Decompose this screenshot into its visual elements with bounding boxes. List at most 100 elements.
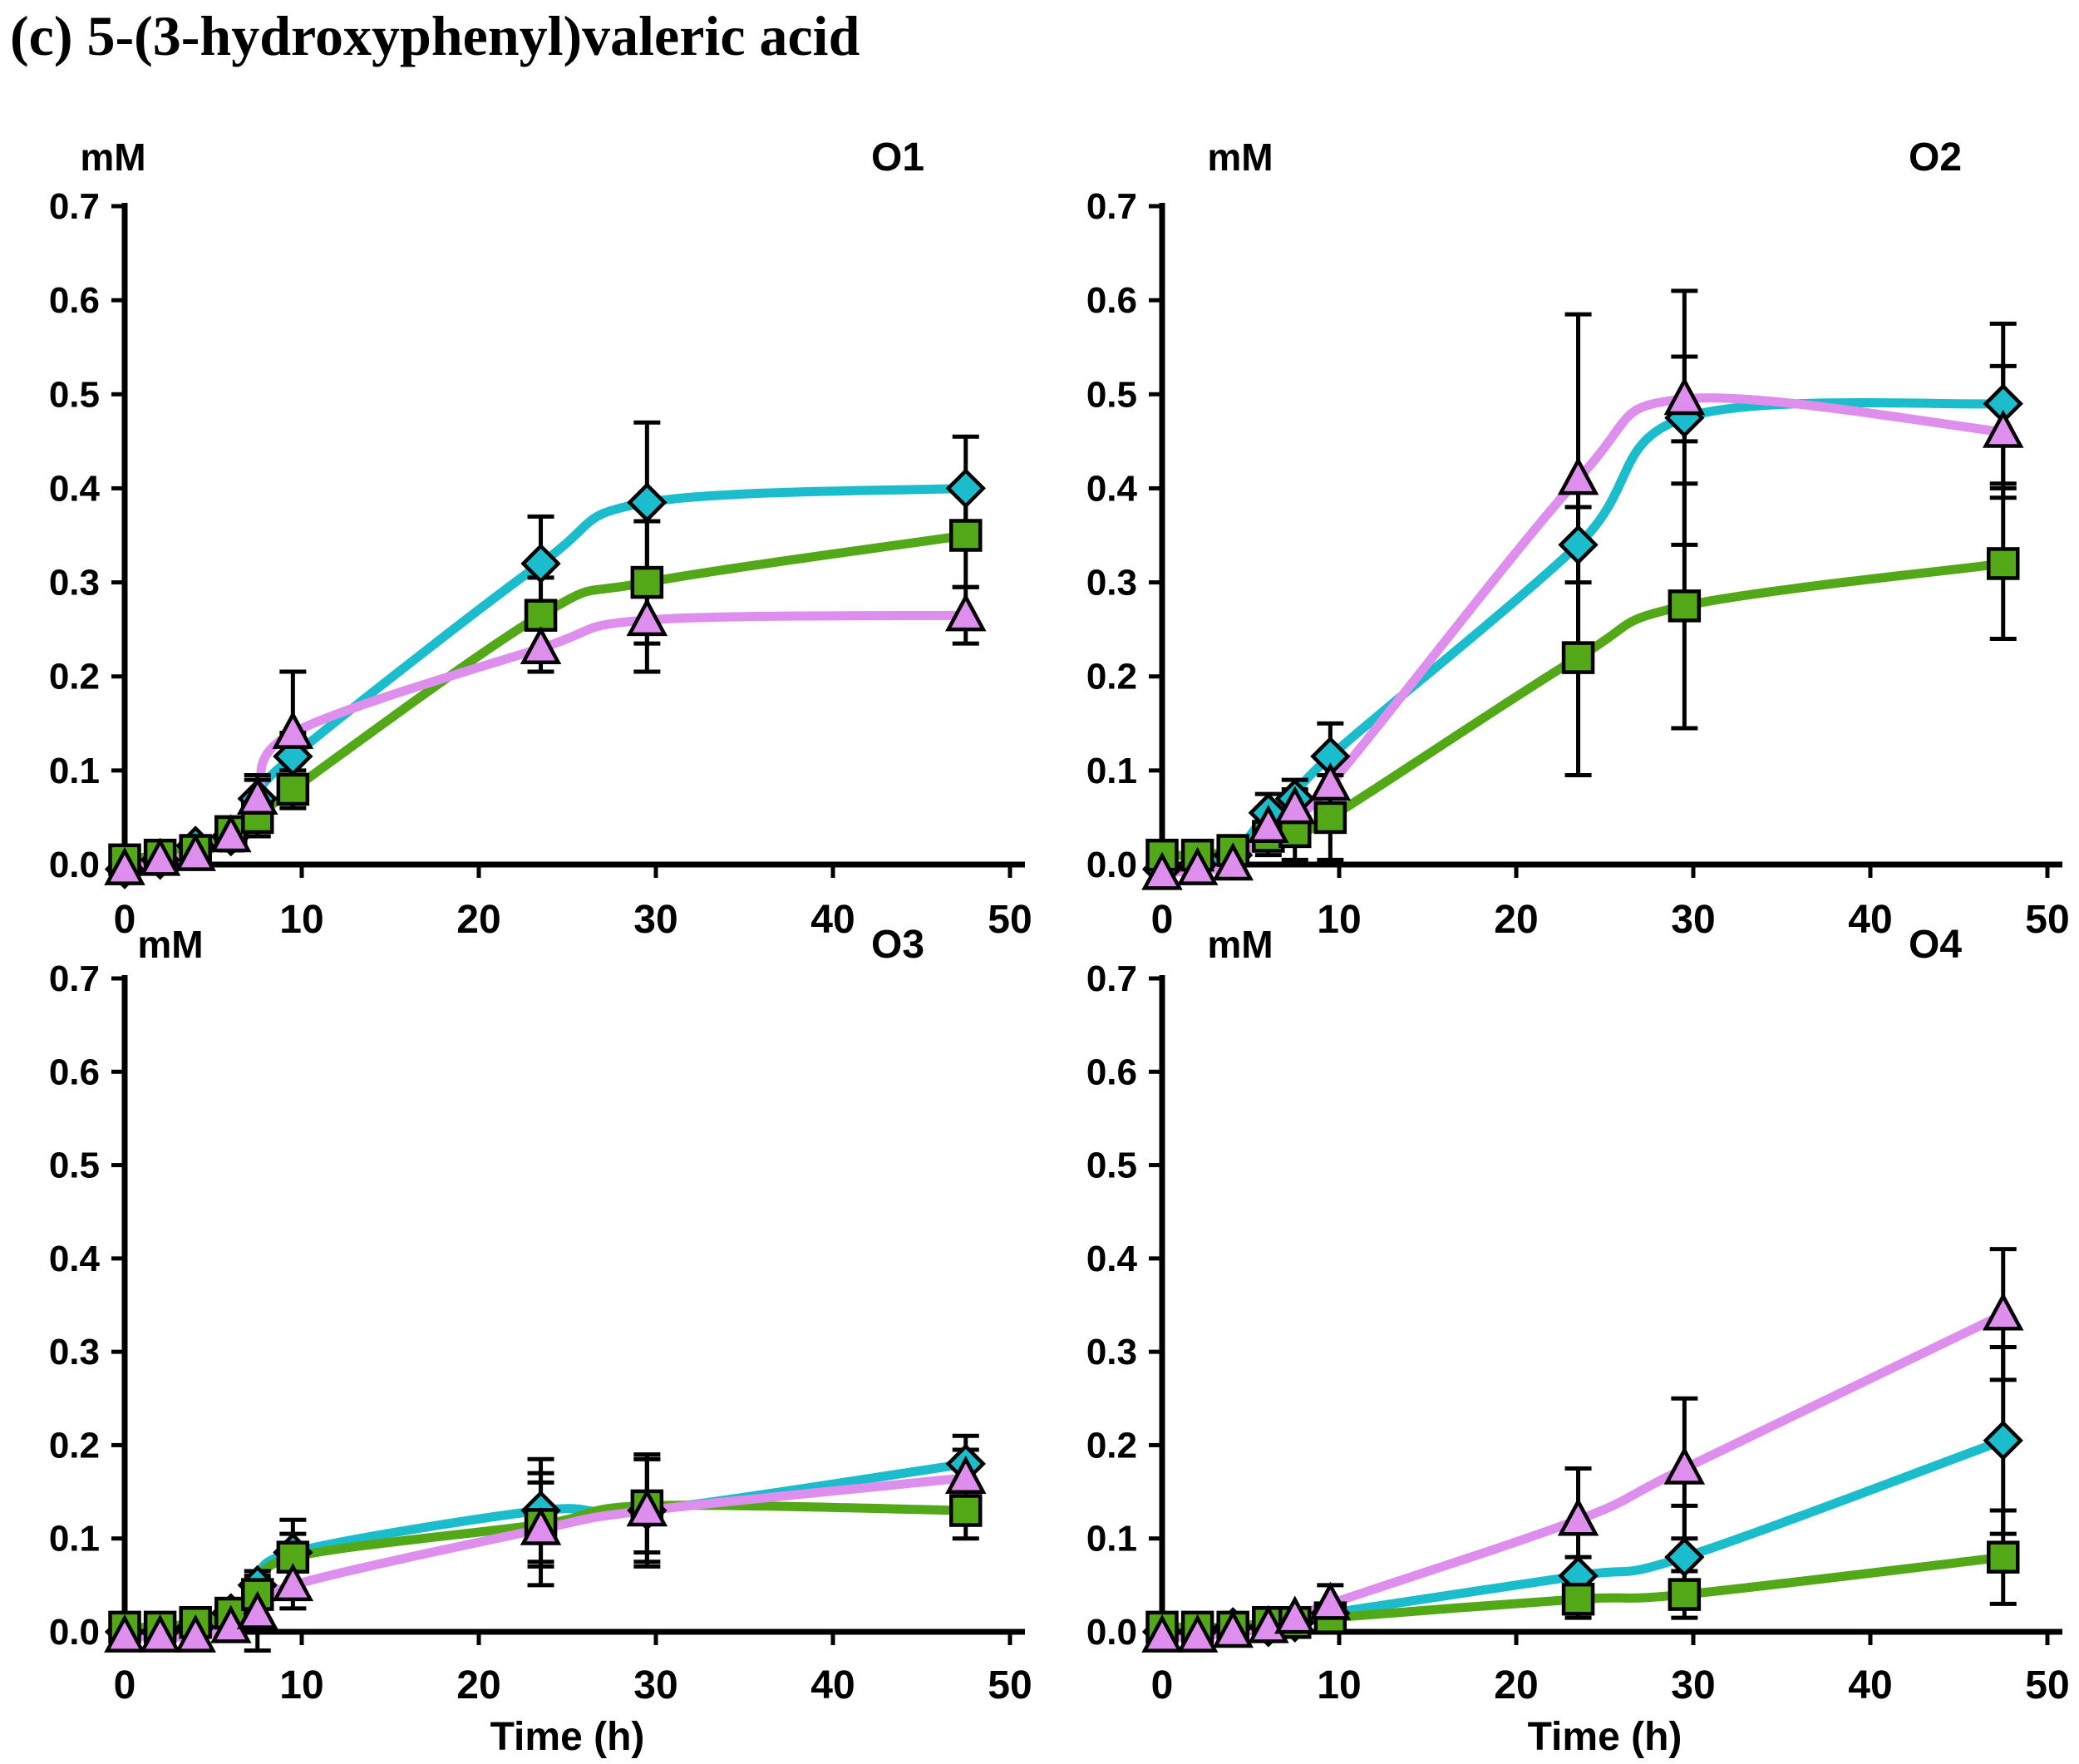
triangle-marker [1212,842,1254,881]
panel-header: mM O2 [1207,136,1962,180]
triangle-marker [1274,1595,1316,1634]
x-tick-label: 0 [1151,1663,1174,1707]
x-axis-title: Time (h) [490,1715,645,1759]
x-tick-label: 0 [114,1663,136,1707]
triangle-marker [1141,1614,1183,1653]
panel-label: O3 [871,923,924,967]
x-tick-label: 40 [1848,1663,1892,1707]
x-tick-label: 30 [633,898,677,942]
chart-panel-O3: mM O3 0.0 0.1 0.2 0.3 0.4 0.5 0.6 0.7 0 10 20 30 40 50 T… [49,923,1032,1759]
triangle-marker [1248,804,1289,843]
series-markers-violet-triangle [1141,1292,2024,1653]
y-axis: 0.0 0.1 0.2 0.3 0.4 0.5 0.6 0.7 [49,186,125,885]
y-tick-label: 0.4 [1086,468,1138,509]
x-axis: 0 10 20 30 40 50 [114,865,1032,942]
x-axis-title: Time (h) [1528,1715,1682,1759]
y-tick-label: 0.2 [1086,657,1137,697]
triangle-marker [175,1614,216,1653]
panel-label: O4 [1909,923,1962,967]
y-tick-label: 0.6 [49,1052,100,1092]
y-tick-label: 0.0 [1086,845,1137,885]
diamond-marker [945,468,986,509]
chart-panel-O4: mM O4 0.0 0.1 0.2 0.3 0.4 0.5 0.6 0.7 0 10 20 30 40 50 T… [1086,923,2070,1759]
diamond-marker [1664,1536,1705,1578]
square-marker [1561,641,1595,674]
y-tick-label: 0.0 [1086,1612,1137,1653]
square-marker [1668,1578,1702,1611]
triangle-marker [139,837,181,876]
x-tick-label: 40 [810,1663,855,1707]
y-tick-label: 0.6 [49,280,100,321]
triangle-marker [626,1488,668,1527]
panel-label: O2 [1909,136,1962,180]
figure-title: (c) 5-(3-hydroxyphenyl)valeric acid [10,4,860,67]
x-axis: 0 10 20 30 40 50 [1151,865,2070,942]
square-marker [524,599,558,632]
y-tick-label: 0.2 [49,1425,100,1466]
series-markers-violet-triangle [1141,377,2024,890]
x-tick-label: 0 [114,898,136,942]
y-unit-label: mM [1207,923,1273,966]
x-tick-label: 50 [2025,898,2069,942]
axes [1159,975,2062,1635]
square-marker [1668,589,1702,623]
triangle-marker [1982,409,2024,448]
panel-header: mM O1 [80,136,924,180]
x-tick-label: 50 [988,898,1032,942]
panel-label: O1 [871,136,924,180]
diamond-marker [1983,1420,2023,1461]
square-marker [1987,1540,2020,1574]
y-tick-label: 0.1 [1086,751,1137,791]
x-axis: 0 10 20 30 40 50 Time (h) [1151,1632,2070,1759]
y-unit-label: mM [1207,136,1273,179]
triangle-marker [944,593,987,632]
panel-header: mM O4 [1207,923,1962,967]
triangle-marker [520,626,562,665]
triangle-marker [236,776,278,815]
y-tick-label: 0.3 [1086,563,1137,604]
y-tick-label: 0.4 [1086,1239,1138,1279]
y-tick-label: 0.6 [1086,1052,1137,1092]
triangle-marker [1663,377,1706,416]
y-axis: 0.0 0.1 0.2 0.3 0.4 0.5 0.6 0.7 [1086,958,1162,1653]
y-tick-label: 0.2 [1086,1425,1137,1466]
triangle-marker [175,832,216,871]
y-tick-label: 0.3 [49,563,100,604]
y-tick-label: 0.1 [1086,1519,1137,1560]
series-markers-violet-triangle [104,593,987,885]
x-tick-label: 10 [1317,898,1361,942]
x-tick-label: 20 [1494,898,1538,942]
triangle-marker [1309,1581,1352,1620]
x-tick-label: 40 [810,898,855,942]
y-unit-label: mM [80,136,145,179]
triangle-marker [210,814,252,853]
y-tick-label: 0.1 [49,1519,100,1560]
triangle-marker [272,710,314,749]
diamond-marker [627,482,668,523]
triangle-marker [1982,1292,2024,1331]
y-tick-label: 0.3 [49,1332,100,1372]
y-tick-label: 0.1 [49,751,100,791]
y-unit-label: mM [137,923,203,966]
triangle-marker [626,598,668,637]
triangle-marker [1176,846,1219,885]
y-tick-label: 0.5 [1086,374,1137,415]
square-marker [1313,801,1347,835]
square-marker [1987,547,2020,580]
diamond-marker [520,543,561,584]
y-tick-label: 0.4 [49,468,101,509]
y-tick-label: 0.7 [1086,958,1137,999]
square-marker [949,519,983,552]
diamond-marker [1558,525,1599,565]
y-tick-label: 0.3 [1086,1332,1137,1372]
series-errorbars-cyan-diamond [217,1433,979,1625]
y-tick-label: 0.5 [49,1146,100,1186]
x-tick-label: 30 [1671,1663,1715,1707]
y-tick-label: 0.6 [1086,280,1137,321]
series-markers-violet-triangle [104,1455,987,1653]
x-axis: 0 10 20 30 40 50 Time (h) [114,1632,1032,1759]
triangle-marker [1212,1609,1254,1648]
axes [1159,203,2062,868]
x-tick-label: 10 [279,898,323,942]
triangle-marker [1557,456,1599,495]
